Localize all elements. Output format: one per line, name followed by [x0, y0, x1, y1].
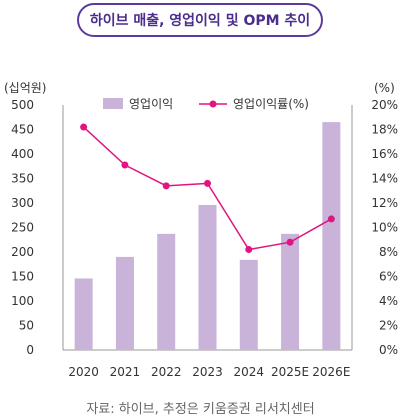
y-right-label: (%) [374, 81, 395, 95]
y-left-tick: 200 [11, 245, 34, 259]
point-2020 [80, 123, 88, 131]
x-tick: 2025E [271, 365, 309, 379]
point-2025E [286, 238, 294, 246]
y-left-tick: 500 [11, 98, 34, 112]
bar-2024 [239, 259, 258, 350]
point-2026E [327, 215, 335, 223]
x-tick: 2020 [68, 365, 99, 379]
y-left-tick: 300 [11, 196, 34, 210]
legend-marker-line [209, 100, 217, 108]
y-right-tick: 12% [371, 196, 398, 210]
bar-2025E [281, 233, 300, 350]
point-2023 [204, 179, 211, 187]
point-2024 [245, 246, 253, 254]
y-left-label: (십억원) [4, 81, 46, 95]
y-left-tick: 100 [11, 294, 34, 308]
y-left-tick: 50 [19, 319, 34, 333]
y-right-tick: 8% [379, 245, 398, 259]
legend-swatch-bar [103, 98, 123, 109]
y-right-tick: 20% [371, 98, 398, 112]
y-left-tick: 0 [26, 343, 34, 357]
y-right-tick: 4% [379, 294, 398, 308]
x-tick: 2021 [110, 365, 141, 379]
y-left-tick: 350 [11, 172, 34, 186]
chart-title: 하이브 매출, 영업이익 및 OPM 추이 [77, 3, 323, 37]
x-tick: 2022 [151, 365, 182, 379]
y-right-tick: 16% [371, 147, 398, 161]
legend-label-bar: 영업이익 [129, 97, 173, 111]
y-left-tick: 400 [11, 147, 34, 161]
point-2021 [121, 161, 129, 169]
x-tick: 2023 [192, 365, 223, 379]
bar-2022 [157, 233, 176, 350]
x-tick: 2024 [234, 365, 265, 379]
bar-2026E [322, 122, 341, 351]
y-left-tick: 450 [11, 123, 34, 137]
y-right-tick: 18% [371, 123, 398, 137]
y-right-tick: 14% [371, 172, 398, 186]
bar-2020 [74, 278, 93, 350]
y-right-tick: 10% [371, 221, 398, 235]
bar-2021 [115, 256, 134, 350]
y-right-tick: 0% [379, 343, 398, 357]
bar-2023 [198, 204, 217, 350]
x-tick: 2026E [312, 365, 350, 379]
y-right-tick: 2% [379, 319, 398, 333]
legend-label-line: 영업이익률(%) [233, 97, 309, 111]
y-left-tick: 250 [11, 221, 34, 235]
y-left-tick: 150 [11, 270, 34, 284]
point-2022 [162, 182, 170, 190]
y-right-tick: 6% [379, 270, 398, 284]
source-note: 자료: 하이브, 추정은 키움증권 리서치센터 [86, 402, 315, 417]
